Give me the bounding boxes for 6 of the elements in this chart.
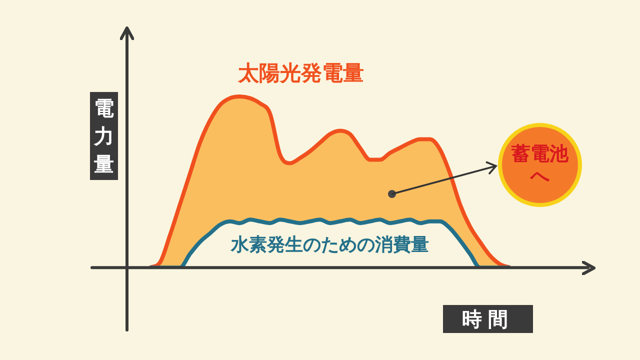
x-axis-title: 時間 bbox=[443, 305, 533, 333]
circle-badge: 蓄電池へ bbox=[498, 123, 582, 207]
y-axis-title: 電力量 bbox=[90, 94, 118, 178]
series-label: 太陽光発電量 bbox=[237, 60, 364, 85]
series-label: 水素発生のための消費量 bbox=[230, 234, 429, 256]
annotation: 蓄電池へ bbox=[510, 143, 570, 187]
